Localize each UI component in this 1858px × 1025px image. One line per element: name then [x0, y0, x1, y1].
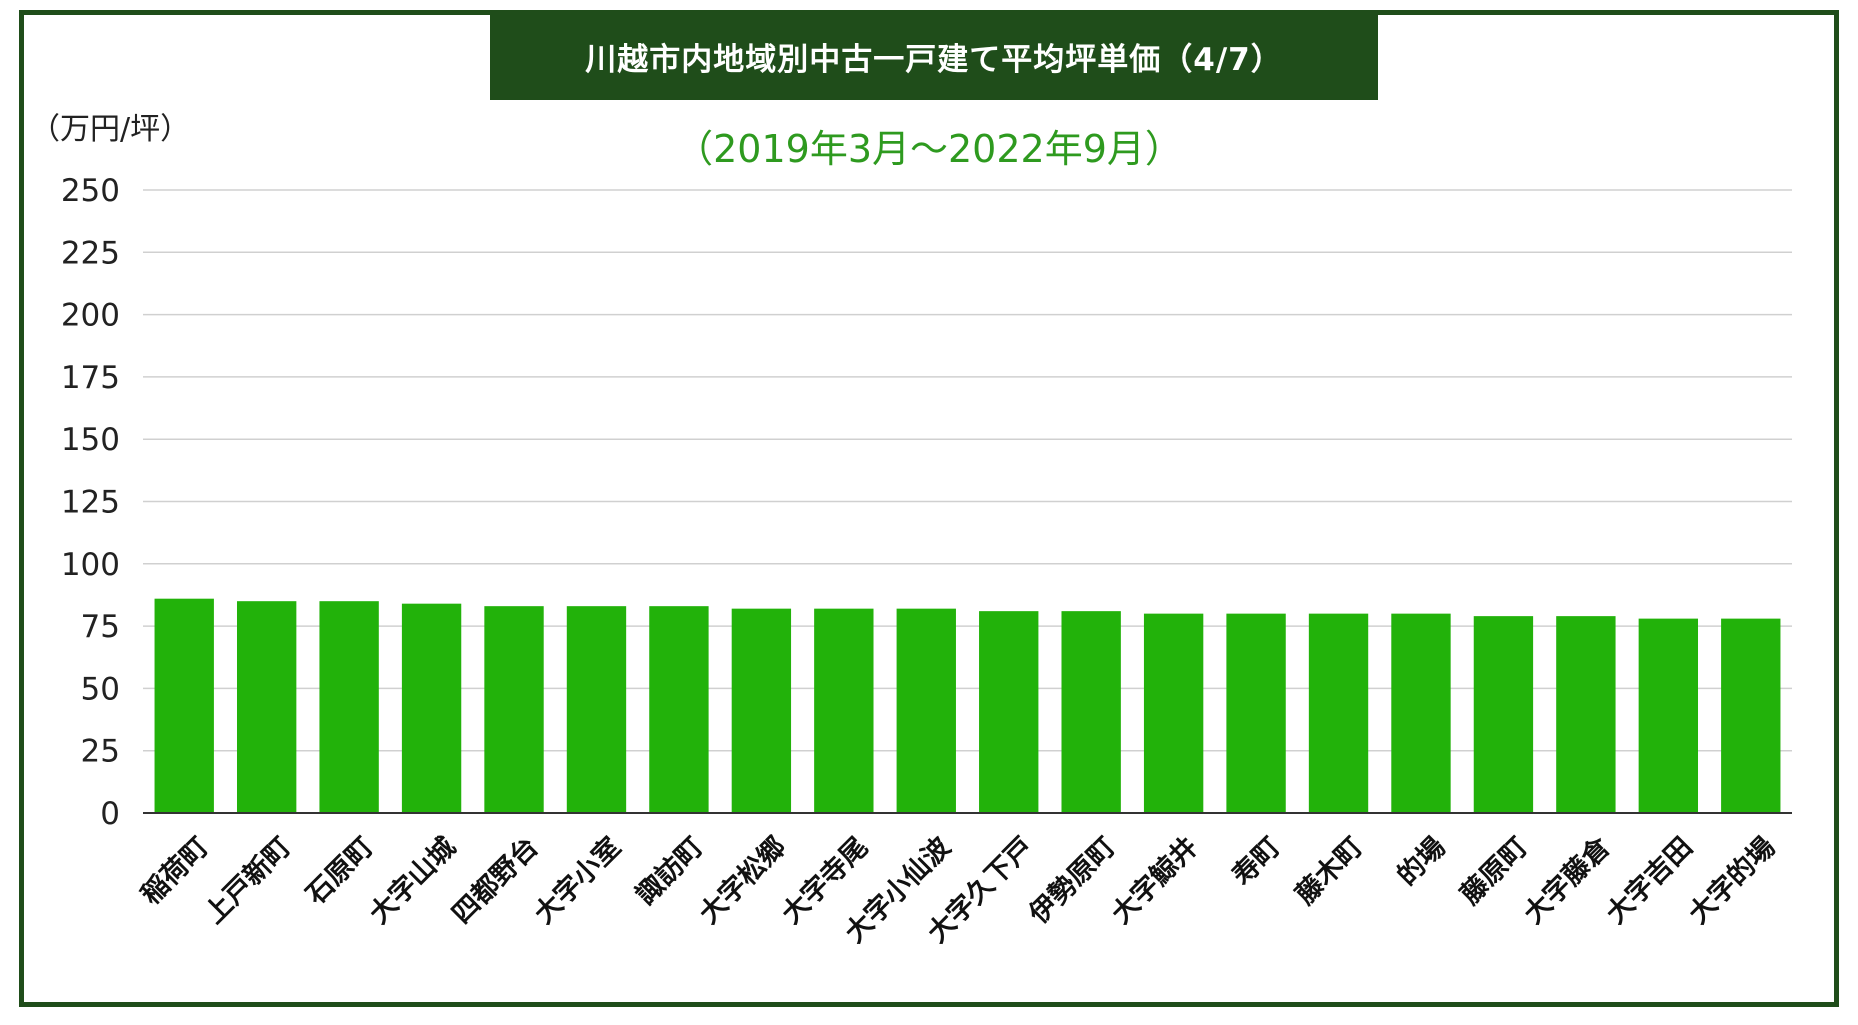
y-tick-label: 100 [61, 547, 120, 583]
y-tick-label: 0 [100, 796, 120, 832]
y-tick-label: 200 [61, 298, 120, 334]
y-axis-ticks: 0 25 50 75 100 125 150 175 200 225 250 [61, 173, 120, 832]
x-tick-label: 上戸新町 [198, 831, 297, 930]
x-tick-label: 大字的場 [1682, 831, 1781, 930]
bar [566, 606, 627, 813]
bar [1473, 616, 1534, 813]
y-tick-label: 75 [81, 609, 120, 645]
y-tick-label: 225 [61, 235, 120, 271]
bar [1308, 613, 1369, 813]
x-tick-label: 四都野台 [446, 831, 545, 930]
bar [236, 601, 297, 813]
x-tick-label: 稲荷町 [136, 832, 215, 911]
x-tick-label: 大字藤倉 [1517, 830, 1617, 930]
x-tick-label: 大字吉田 [1600, 831, 1699, 930]
x-tick-label: 大字鯨井 [1105, 831, 1204, 930]
bar [1061, 611, 1121, 813]
bar [731, 608, 792, 813]
bars [154, 598, 1781, 813]
x-tick-label: 諏訪町 [630, 831, 710, 911]
x-tick-label: 藤原町 [1455, 832, 1534, 911]
bar [1556, 616, 1616, 813]
x-tick-label: 大字松郷 [693, 831, 792, 930]
x-tick-label: 大字小室 [528, 831, 627, 930]
bar [649, 606, 709, 813]
bar [484, 606, 544, 813]
bar [1721, 618, 1781, 813]
chart-title: 川越市内地域別中古一戸建て平均坪単価（4/7） [490, 13, 1378, 100]
y-tick-label: 50 [81, 671, 120, 707]
chart-subtitle: （2019年3月〜2022年9月） [675, 127, 1183, 171]
bar [896, 608, 956, 813]
x-tick-label: 石原町 [300, 832, 380, 912]
y-tick-label: 150 [61, 422, 120, 458]
y-tick-label: 25 [81, 734, 120, 770]
bar [154, 598, 214, 813]
x-tick-label: 藤木町 [1290, 832, 1369, 911]
x-tick-label: 大字山城 [363, 831, 462, 930]
bar [1638, 618, 1699, 813]
y-axis-unit-label: （万円/坪） [30, 112, 191, 147]
bar [1391, 613, 1451, 813]
x-tick-label: 寿町 [1226, 832, 1286, 892]
y-tick-label: 175 [61, 360, 120, 396]
x-tick-label: 伊勢原町 [1023, 832, 1122, 931]
bar [401, 603, 462, 813]
y-tick-label: 125 [61, 485, 120, 521]
bar [979, 611, 1039, 813]
bar [814, 608, 874, 813]
bar [319, 601, 379, 813]
chart-frame [19, 10, 1839, 1007]
bar [1143, 613, 1204, 813]
x-tick-label: 的場 [1391, 831, 1452, 892]
gridlines [143, 189, 1792, 752]
bar [1226, 613, 1286, 813]
y-tick-label: 250 [61, 173, 120, 209]
